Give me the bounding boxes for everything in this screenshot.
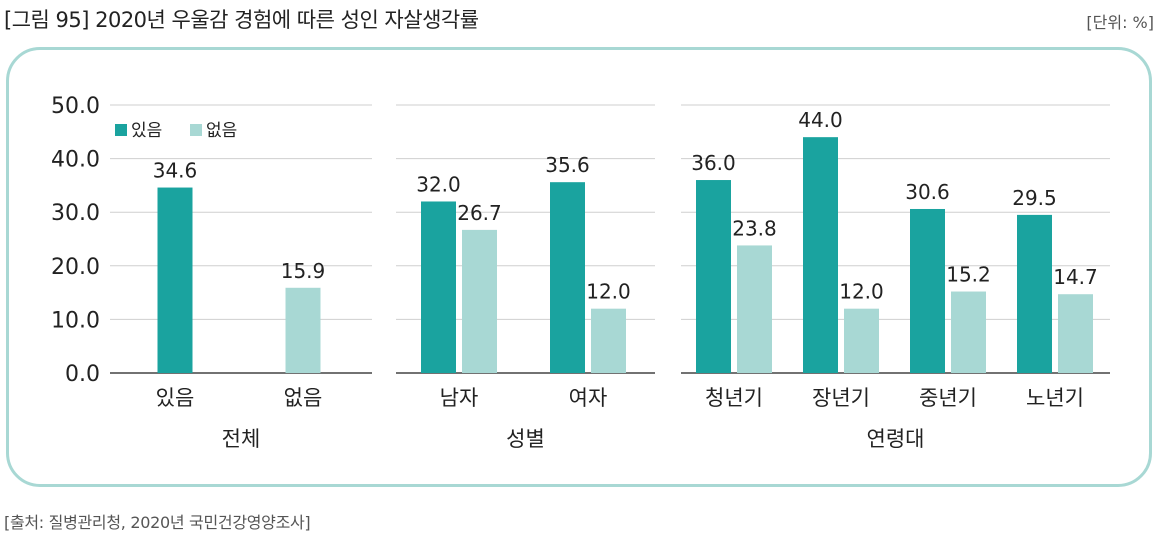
y-tick-label: 50.0: [51, 94, 100, 119]
y-tick-label: 30.0: [51, 201, 100, 226]
bar-없음-여자: [591, 308, 626, 373]
y-tick-label: 20.0: [51, 255, 100, 280]
y-tick-label: 10.0: [51, 308, 100, 333]
x-category-label: 여자: [569, 386, 608, 410]
unit-label: [단위: %]: [1086, 13, 1154, 32]
bar-없음-남자: [462, 229, 497, 373]
y-tick-label: 40.0: [51, 148, 100, 173]
x-category-label: 장년기: [812, 386, 870, 410]
data-label: 12.0: [839, 280, 884, 304]
bar-있음-여자: [550, 182, 585, 373]
bar-없음-청년기: [737, 245, 772, 373]
legend-swatch-있음: [115, 124, 127, 136]
legend-label: 있음: [131, 121, 162, 141]
data-label: 44.0: [798, 108, 843, 132]
bar-있음-남자: [421, 201, 456, 373]
x-category-label: 있음: [156, 386, 195, 410]
data-label: 15.9: [281, 259, 326, 283]
data-label: 32.0: [416, 172, 461, 196]
bar-없음-장년기: [844, 308, 879, 373]
panel-group-label: 성별: [506, 427, 545, 451]
source-note: [출처: 질병관리청, 2020년 국민건강영양조사]: [4, 513, 311, 532]
legend-swatch-없음: [190, 124, 202, 136]
x-category-label: 청년기: [705, 386, 763, 410]
data-label: 23.8: [732, 216, 777, 240]
data-label: 14.7: [1053, 265, 1098, 289]
x-category-label: 없음: [284, 386, 323, 410]
legend-label: 없음: [206, 121, 237, 141]
bar-없음-노년기: [1058, 294, 1093, 373]
bar-있음-청년기: [696, 180, 731, 373]
x-category-label: 중년기: [919, 386, 977, 410]
x-category-label: 노년기: [1026, 386, 1084, 410]
data-label: 36.0: [691, 151, 736, 175]
data-label: 30.6: [905, 180, 950, 204]
bar-있음-장년기: [803, 137, 838, 373]
data-label: 15.2: [946, 263, 991, 287]
bar-있음-노년기: [1017, 214, 1052, 373]
data-label: 35.6: [545, 153, 590, 177]
data-label: 12.0: [586, 280, 631, 304]
bar-없음-없음: [285, 287, 321, 373]
panel-group-label: 전체: [222, 427, 261, 451]
x-category-label: 남자: [440, 386, 479, 410]
bar-없음-중년기: [951, 291, 986, 373]
y-tick-label: 0.0: [65, 362, 100, 387]
figure-title: [그림 95] 2020년 우울감 경험에 따른 성인 자살생각률: [4, 8, 479, 32]
data-label: 34.6: [153, 159, 198, 183]
bar-있음-중년기: [910, 208, 945, 373]
bar-있음-있음: [157, 187, 193, 373]
data-label: 26.7: [457, 201, 502, 225]
panel-group-label: 연령대: [867, 427, 925, 451]
data-label: 29.5: [1012, 186, 1057, 210]
